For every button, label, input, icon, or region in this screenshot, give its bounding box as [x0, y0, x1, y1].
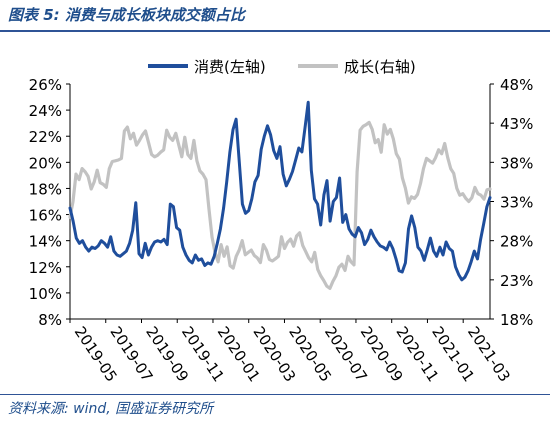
left-tick-label: 26% — [29, 76, 62, 94]
right-tick-label: 18% — [500, 311, 533, 329]
left-tick-label: 24% — [29, 102, 62, 120]
right-tick-label: 48% — [500, 76, 533, 94]
source-note: 资料来源: wind, 国盛证券研究所 — [8, 401, 214, 417]
legend-consumer-label: 消费(左轴) — [194, 58, 266, 76]
line-chart: 8% 10% 12% 14% 16% 18% 20% 22% 24% 26% 18% 23% 28% 33… — [29, 58, 534, 385]
left-tick-label: 22% — [29, 128, 62, 146]
figure-title: 图表 5: 消费与成长板块成交额占比 — [8, 6, 245, 24]
growth-series-line — [68, 120, 492, 290]
right-tick-label: 33% — [500, 194, 533, 212]
right-tick-label: 38% — [500, 154, 533, 172]
left-tick-label: 8% — [38, 311, 62, 329]
left-tick-label: 18% — [29, 180, 62, 198]
right-tick-label: 23% — [500, 272, 533, 290]
left-tick-label: 14% — [29, 233, 62, 251]
chart-legend: 消费(左轴) 成长(右轴) — [148, 58, 416, 76]
title-divider — [0, 30, 550, 32]
left-tick-label: 12% — [29, 259, 62, 277]
left-tick-label: 16% — [29, 207, 62, 225]
chart-axes: 8% 10% 12% 14% 16% 18% 20% 22% 24% 26% 18% 23% 28% 33… — [29, 76, 534, 385]
chart-series — [68, 100, 492, 290]
source-divider — [0, 394, 550, 395]
left-tick-label: 20% — [29, 154, 62, 172]
legend-growth-label: 成长(右轴) — [344, 58, 416, 76]
right-tick-label: 28% — [500, 233, 533, 251]
consumer-series-line — [68, 100, 492, 282]
right-tick-label: 43% — [500, 115, 533, 133]
left-tick-label: 10% — [29, 285, 62, 303]
